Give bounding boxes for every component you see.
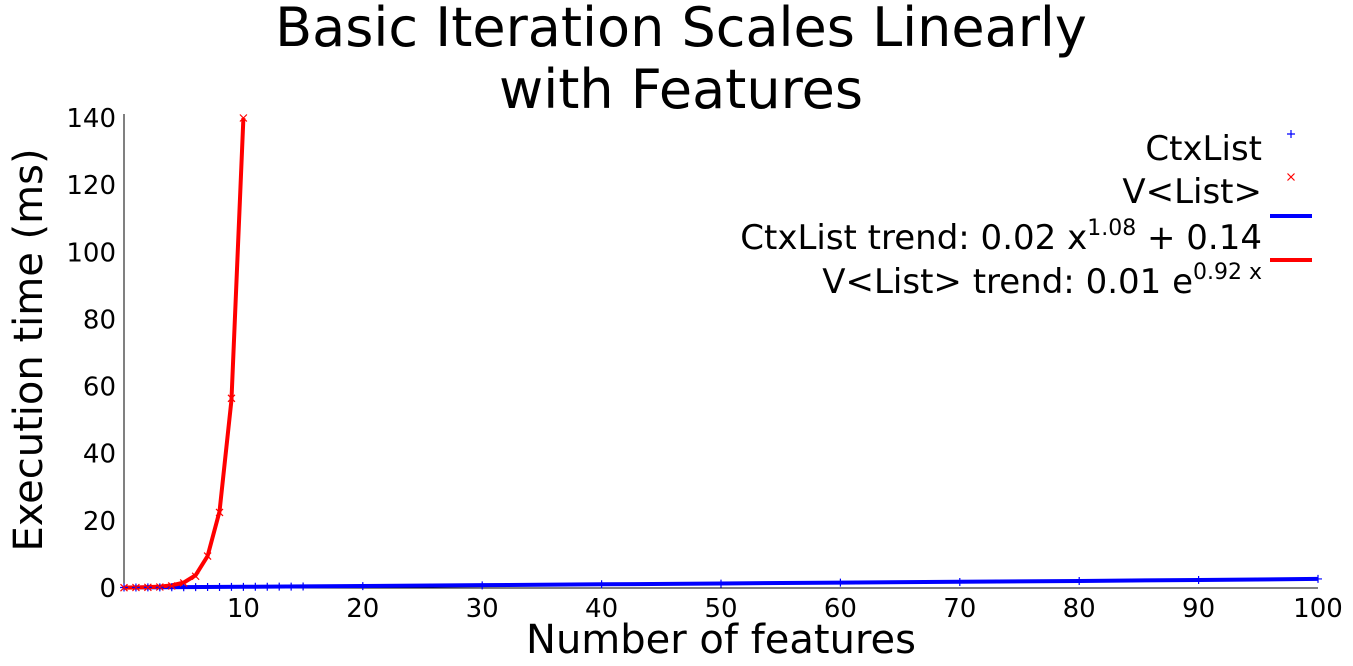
data-point <box>263 582 272 591</box>
data-point <box>251 582 260 591</box>
legend-item: CtxList trend: 0.02 x1.08 + 0.14 <box>740 214 1312 258</box>
data-point <box>191 583 200 592</box>
data-point <box>167 583 176 592</box>
trend-line-3 <box>123 117 246 590</box>
data-point <box>1194 575 1203 584</box>
y-axis-label: Execution time (ms) <box>6 148 52 551</box>
ticks: 10 20 30 40 50 60 70 80 90 100 0 20 40 60 80 100 120 140 <box>66 104 1342 624</box>
data-point <box>215 508 224 517</box>
data-point <box>227 394 236 403</box>
data-point <box>203 583 212 592</box>
data-point <box>836 578 845 587</box>
data-point <box>155 583 164 591</box>
data-point <box>215 582 224 591</box>
x-tick-label: 90 <box>1182 594 1215 624</box>
legend-label: CtxList trend: 0.02 x1.08 + 0.14 <box>740 216 1262 258</box>
data-point <box>179 579 188 587</box>
x-tick-label: 80 <box>1063 594 1096 624</box>
legend-item: CtxList <box>1145 129 1295 169</box>
x-axis-label: Number of features <box>526 617 916 662</box>
data-point <box>597 580 606 589</box>
chart-title-line-2: with Features <box>499 58 863 121</box>
data-point <box>239 582 248 591</box>
y-tick-label: 140 <box>66 104 116 134</box>
x-tick-label: 70 <box>943 594 976 624</box>
data-point <box>287 582 296 591</box>
data-point <box>478 581 487 590</box>
data-point <box>1314 574 1322 583</box>
data-point <box>143 583 152 592</box>
y-tick-label: 20 <box>83 507 116 537</box>
y-tick-label: 80 <box>83 305 116 335</box>
y-tick-label: 60 <box>83 373 116 403</box>
y-tick-label: 0 <box>99 574 116 604</box>
legend-marker-key <box>1287 173 1295 181</box>
legend-item: V<List> <box>1122 172 1295 212</box>
data-point <box>179 583 188 592</box>
plot-area <box>120 114 1322 592</box>
data-point <box>132 583 140 592</box>
legend-label: CtxList <box>1145 129 1262 169</box>
x-tick-label: 60 <box>824 594 857 624</box>
data-point <box>1075 576 1084 585</box>
data-point <box>167 582 176 590</box>
y-tick-label: 40 <box>83 440 116 470</box>
x-tick-label: 30 <box>466 594 499 624</box>
data-point <box>955 577 964 586</box>
y-tick-label: 100 <box>66 238 116 268</box>
data-point <box>239 114 248 122</box>
x-tick-label: 100 <box>1293 594 1343 624</box>
legend-marker-key <box>1287 130 1295 138</box>
legend-label: V<List> trend: 0.01 e0.92 x <box>822 260 1262 302</box>
data-point <box>191 572 200 581</box>
chart-title-line-1: Basic Iteration Scales Linearly <box>275 0 1087 59</box>
data-point <box>203 552 212 561</box>
legend-item: V<List> trend: 0.01 e0.92 x <box>822 258 1312 302</box>
x-tick-label: 10 <box>227 594 260 624</box>
x-tick-label: 20 <box>346 594 379 624</box>
data-point <box>275 582 284 591</box>
data-point <box>120 583 128 592</box>
x-tick-label: 50 <box>704 594 737 624</box>
y-tick-label: 120 <box>66 171 116 201</box>
data-point <box>717 579 725 588</box>
data-point <box>227 582 236 591</box>
legend-label: V<List> <box>1122 172 1262 212</box>
data-point <box>358 582 367 591</box>
x-tick-label: 40 <box>585 594 618 624</box>
data-point <box>299 582 308 591</box>
